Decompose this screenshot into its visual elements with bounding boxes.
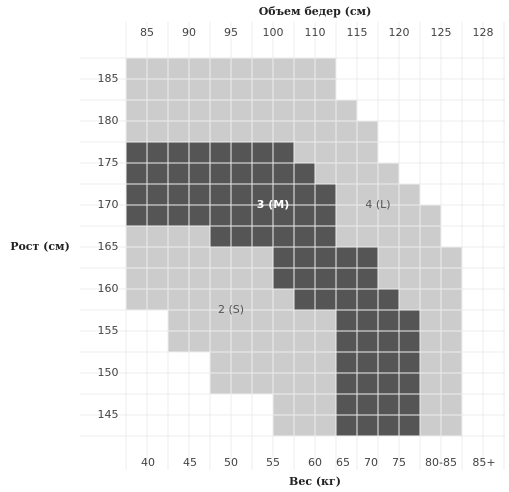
size-cell (126, 100, 357, 121)
height-label: 180 (98, 114, 119, 127)
size-cell (294, 289, 399, 310)
weight-label: 65 (336, 456, 350, 469)
x-axis-label: Вес (кг) (289, 475, 341, 488)
weight-label: 55 (266, 456, 280, 469)
weight-label: 45 (183, 456, 197, 469)
hip-label: 90 (182, 26, 196, 39)
size-cell (273, 394, 336, 415)
hip-label: 120 (389, 26, 410, 39)
size-cell (273, 415, 336, 436)
size-cell (126, 163, 315, 184)
weight-label: 50 (224, 456, 238, 469)
size-cell (273, 247, 378, 268)
size-cell (273, 268, 378, 289)
zone-label: 4 (L) (365, 198, 390, 211)
height-label: 150 (98, 366, 119, 379)
height-label: 165 (98, 240, 119, 253)
weight-label: 80-85 (425, 456, 457, 469)
height-label: 175 (98, 156, 119, 169)
height-label: 170 (98, 198, 119, 211)
height-label: 145 (98, 408, 119, 421)
weight-label: 60 (308, 456, 322, 469)
weight-label: 40 (141, 456, 155, 469)
hip-label: 95 (224, 26, 238, 39)
hip-label: 100 (263, 26, 284, 39)
height-label: 155 (98, 324, 119, 337)
hip-label: 128 (473, 26, 494, 39)
size-cell (126, 247, 273, 268)
weight-label: 70 (364, 456, 378, 469)
weight-label: 85+ (472, 456, 495, 469)
chart-title: Объем бедер (см) (259, 5, 372, 18)
size-cell (126, 268, 273, 289)
hip-label: 115 (347, 26, 368, 39)
hip-label: 85 (140, 26, 154, 39)
size-cell (336, 226, 441, 247)
size-cell (399, 289, 462, 310)
size-cell (336, 205, 441, 226)
weight-label: 75 (392, 456, 406, 469)
hip-label: 125 (431, 26, 452, 39)
zone-label: 3 (M) (257, 198, 289, 211)
y-axis-label: Рост (см) (10, 240, 70, 253)
height-label: 160 (98, 282, 119, 295)
hip-label: 110 (305, 26, 326, 39)
height-label: 185 (98, 72, 119, 85)
zone-label: 2 (S) (218, 303, 244, 316)
